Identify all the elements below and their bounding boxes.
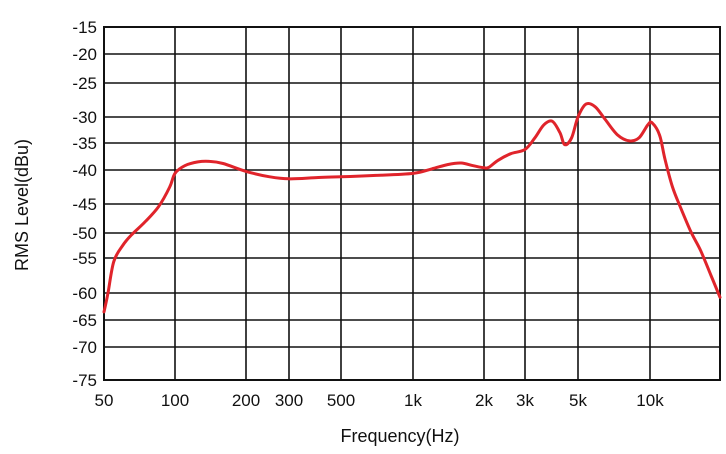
y-tick-label: -30	[72, 108, 97, 127]
rms-level-curve	[102, 101, 722, 314]
plot-border	[103, 26, 721, 381]
x-tick-label: 1k	[404, 391, 422, 410]
x-tick-label: 100	[161, 391, 189, 410]
x-axis-title: Frequency(Hz)	[340, 426, 459, 446]
y-tick-label: -65	[72, 311, 97, 330]
y-tick-label: -60	[72, 284, 97, 303]
x-tick-label: 50	[95, 391, 114, 410]
y-tick-label: -20	[72, 45, 97, 64]
y-tick-label: -35	[72, 134, 97, 153]
y-tick-label: -55	[72, 249, 97, 268]
y-tick-label: -15	[72, 18, 97, 37]
x-tick-label: 200	[232, 391, 260, 410]
x-tick-label: 300	[275, 391, 303, 410]
y-axis-tick-labels: -15 -20 -25 -30 -35 -40 -45 -50 -55 -60 -65 -70 -75	[72, 18, 97, 390]
x-tick-label: 3k	[516, 391, 534, 410]
y-tick-label: -40	[72, 161, 97, 180]
y-tick-label: -45	[72, 195, 97, 214]
y-tick-label: -25	[72, 74, 97, 93]
plot-grid	[103, 26, 721, 381]
x-tick-label: 10k	[636, 391, 664, 410]
x-axis-tick-labels: 50 100 200 300 500 1k 2k 3k 5k 10k	[95, 391, 665, 410]
y-axis-title: RMS Level(dBu)	[12, 139, 32, 271]
x-tick-label: 2k	[475, 391, 493, 410]
y-tick-label: -70	[72, 338, 97, 357]
x-tick-label: 500	[327, 391, 355, 410]
x-tick-label: 5k	[569, 391, 587, 410]
y-tick-label: -75	[72, 371, 97, 390]
y-tick-label: -50	[72, 224, 97, 243]
